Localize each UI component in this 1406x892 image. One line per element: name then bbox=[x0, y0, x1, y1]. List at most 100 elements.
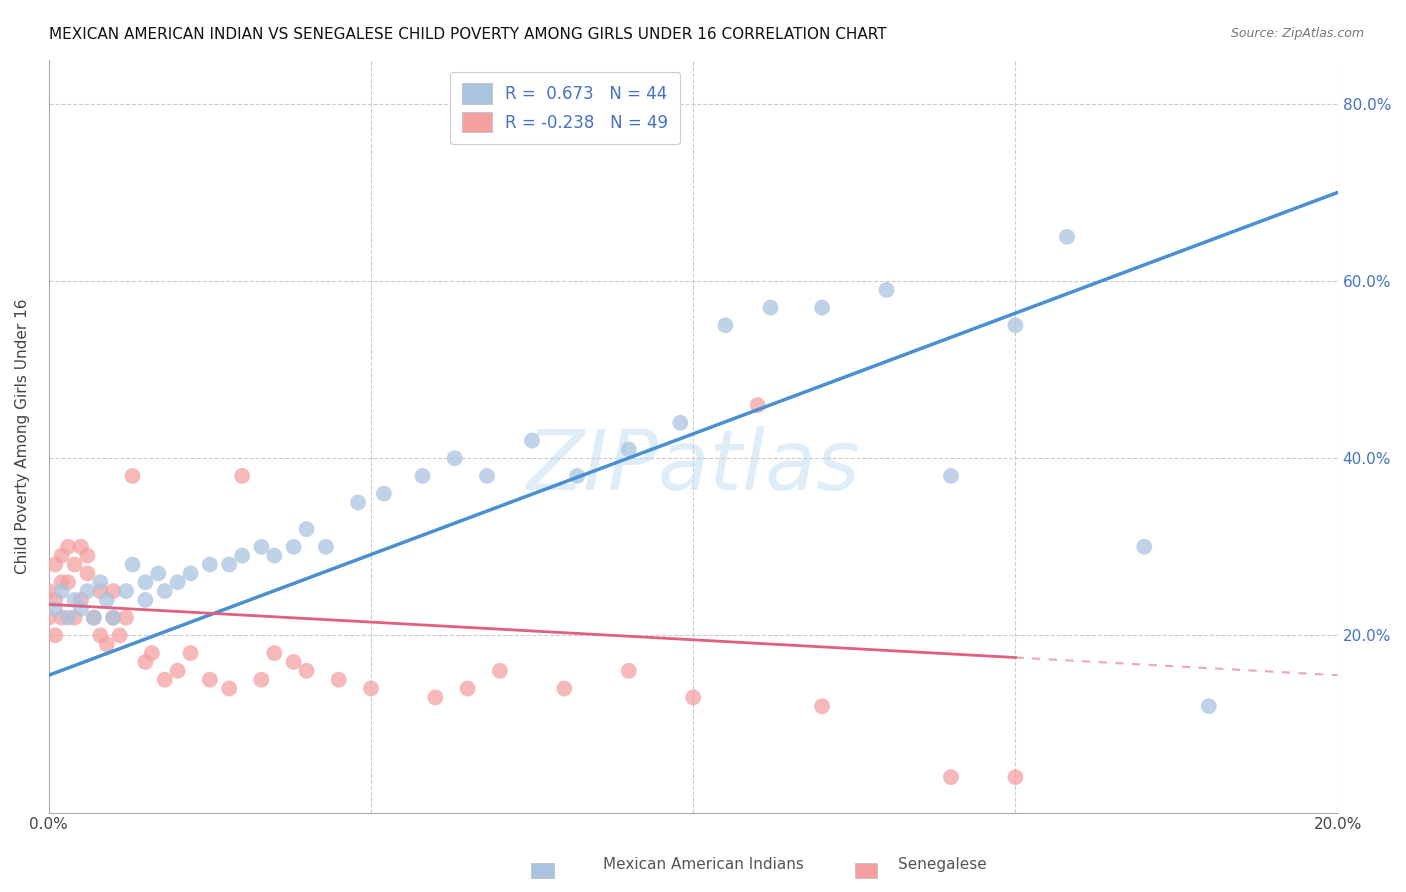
Point bbox=[134, 593, 156, 607]
Point bbox=[166, 575, 188, 590]
Point bbox=[115, 584, 138, 599]
Point bbox=[96, 637, 118, 651]
Point bbox=[38, 584, 60, 599]
Point bbox=[51, 584, 73, 599]
Point bbox=[166, 664, 188, 678]
Point bbox=[44, 602, 66, 616]
Point bbox=[56, 610, 79, 624]
Point bbox=[939, 469, 962, 483]
Legend: R =  0.673   N = 44, R = -0.238   N = 49: R = 0.673 N = 44, R = -0.238 N = 49 bbox=[450, 71, 681, 144]
Point bbox=[38, 610, 60, 624]
Point bbox=[180, 566, 202, 581]
Point bbox=[617, 442, 640, 457]
Point bbox=[153, 584, 176, 599]
Point bbox=[373, 486, 395, 500]
Point bbox=[63, 610, 86, 624]
Point bbox=[475, 469, 498, 483]
Point bbox=[360, 681, 382, 696]
Point bbox=[89, 575, 111, 590]
Point bbox=[295, 664, 318, 678]
Point bbox=[876, 283, 898, 297]
Point bbox=[63, 558, 86, 572]
Point bbox=[1133, 540, 1156, 554]
Point bbox=[56, 575, 79, 590]
Point bbox=[489, 664, 512, 678]
Point bbox=[567, 469, 589, 483]
Point bbox=[747, 398, 769, 412]
Point bbox=[295, 522, 318, 536]
Point bbox=[70, 593, 93, 607]
Point bbox=[1004, 770, 1026, 784]
Point bbox=[811, 301, 834, 315]
Point bbox=[103, 610, 125, 624]
Point bbox=[250, 540, 273, 554]
Point bbox=[198, 673, 221, 687]
Point bbox=[347, 495, 370, 509]
Point bbox=[103, 584, 125, 599]
Point bbox=[76, 549, 98, 563]
Point bbox=[89, 584, 111, 599]
Point bbox=[231, 469, 253, 483]
Point bbox=[250, 673, 273, 687]
Point bbox=[141, 646, 163, 660]
Point bbox=[682, 690, 704, 705]
Point bbox=[263, 646, 285, 660]
Point bbox=[198, 558, 221, 572]
Text: Mexican American Indians: Mexican American Indians bbox=[603, 857, 803, 872]
Point bbox=[44, 593, 66, 607]
Point bbox=[83, 610, 105, 624]
Point bbox=[153, 673, 176, 687]
Point bbox=[218, 681, 240, 696]
Point bbox=[121, 558, 143, 572]
Point bbox=[44, 628, 66, 642]
Point bbox=[56, 540, 79, 554]
Point bbox=[103, 610, 125, 624]
Point bbox=[63, 593, 86, 607]
Point bbox=[70, 540, 93, 554]
Point bbox=[759, 301, 782, 315]
Point bbox=[1004, 318, 1026, 333]
Point bbox=[714, 318, 737, 333]
Text: MEXICAN AMERICAN INDIAN VS SENEGALESE CHILD POVERTY AMONG GIRLS UNDER 16 CORRELA: MEXICAN AMERICAN INDIAN VS SENEGALESE CH… bbox=[49, 27, 887, 42]
Point bbox=[520, 434, 543, 448]
Point bbox=[96, 593, 118, 607]
Point bbox=[134, 575, 156, 590]
Text: Source: ZipAtlas.com: Source: ZipAtlas.com bbox=[1230, 27, 1364, 40]
Point bbox=[1056, 229, 1078, 244]
Point bbox=[328, 673, 350, 687]
Point bbox=[283, 655, 305, 669]
Point bbox=[70, 602, 93, 616]
Point bbox=[51, 610, 73, 624]
Point bbox=[231, 549, 253, 563]
Point bbox=[218, 558, 240, 572]
Point bbox=[51, 549, 73, 563]
Y-axis label: Child Poverty Among Girls Under 16: Child Poverty Among Girls Under 16 bbox=[15, 298, 30, 574]
Point bbox=[811, 699, 834, 714]
Text: ZIPatlas: ZIPatlas bbox=[526, 425, 860, 507]
Point bbox=[89, 628, 111, 642]
Point bbox=[443, 451, 465, 466]
Point bbox=[283, 540, 305, 554]
Point bbox=[412, 469, 434, 483]
Point bbox=[108, 628, 131, 642]
Point bbox=[76, 566, 98, 581]
Point bbox=[180, 646, 202, 660]
Point bbox=[939, 770, 962, 784]
Point bbox=[121, 469, 143, 483]
Point bbox=[263, 549, 285, 563]
Point bbox=[553, 681, 575, 696]
Point bbox=[76, 584, 98, 599]
Point bbox=[51, 575, 73, 590]
Point bbox=[1198, 699, 1220, 714]
Text: Senegalese: Senegalese bbox=[897, 857, 987, 872]
Point bbox=[617, 664, 640, 678]
Point bbox=[148, 566, 170, 581]
Point bbox=[315, 540, 337, 554]
Point bbox=[44, 558, 66, 572]
Point bbox=[425, 690, 447, 705]
Point bbox=[457, 681, 479, 696]
Point bbox=[134, 655, 156, 669]
Point bbox=[115, 610, 138, 624]
Point bbox=[83, 610, 105, 624]
Point bbox=[669, 416, 692, 430]
